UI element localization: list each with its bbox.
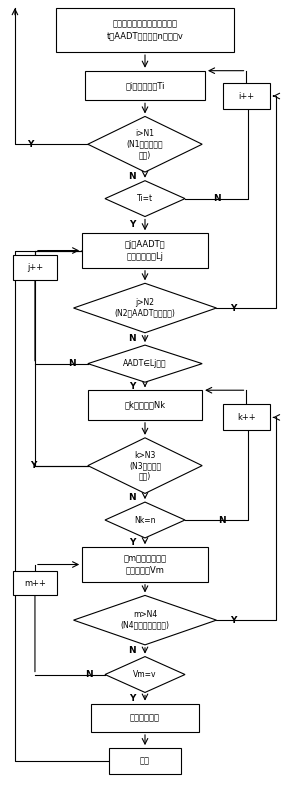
Text: Ti=t: Ti=t xyxy=(137,194,153,203)
Text: N: N xyxy=(213,194,220,203)
Text: Y: Y xyxy=(129,382,135,391)
Text: Y: Y xyxy=(231,303,237,313)
Bar xyxy=(223,405,270,431)
Bar xyxy=(82,547,208,582)
Text: m>N4
(N4为速度区间个数): m>N4 (N4为速度区间个数) xyxy=(121,611,169,630)
Text: j>N2
(N2为AADT区间个数): j>N2 (N2为AADT区间个数) xyxy=(115,299,175,318)
Text: 第m个速度区间，
取变量名为Vm: 第m个速度区间， 取变量名为Vm xyxy=(124,554,166,575)
Text: 结束: 结束 xyxy=(140,757,150,766)
Bar xyxy=(82,233,208,268)
Bar xyxy=(13,571,57,596)
Bar xyxy=(56,8,234,52)
Text: Y: Y xyxy=(129,693,135,703)
Text: AADT∈Lj区间: AADT∈Lj区间 xyxy=(123,359,167,368)
Text: j++: j++ xyxy=(27,263,43,272)
Text: Vm=v: Vm=v xyxy=(133,670,157,679)
Text: 输入路段信息，包括路段等级
t、AADT、车道数n、限速v: 输入路段信息，包括路段等级 t、AADT、车道数n、限速v xyxy=(106,20,184,40)
Text: i++: i++ xyxy=(238,91,255,101)
Text: k++: k++ xyxy=(237,413,256,422)
Text: N: N xyxy=(128,334,136,343)
Text: i>N1
(N1为路段等级
个数): i>N1 (N1为路段等级 个数) xyxy=(127,130,163,159)
Bar xyxy=(223,83,270,109)
Polygon shape xyxy=(74,596,216,645)
Text: 第j个AADT区
间，变量名取Lj: 第j个AADT区 间，变量名取Lj xyxy=(125,241,165,261)
Text: 第k个车道数Nk: 第k个车道数Nk xyxy=(124,401,166,410)
Text: Y: Y xyxy=(28,140,34,149)
Polygon shape xyxy=(88,116,202,172)
Text: N: N xyxy=(218,516,226,524)
Polygon shape xyxy=(74,283,216,332)
Polygon shape xyxy=(88,438,202,494)
Text: N: N xyxy=(68,359,76,368)
Text: N: N xyxy=(86,670,93,679)
Polygon shape xyxy=(105,181,185,217)
Text: Y: Y xyxy=(129,538,135,547)
Text: 输出路段类型: 输出路段类型 xyxy=(130,713,160,722)
Text: N: N xyxy=(128,172,136,181)
Text: Y: Y xyxy=(30,461,37,470)
Text: N: N xyxy=(128,494,136,502)
Text: Y: Y xyxy=(129,220,135,230)
Bar xyxy=(88,390,202,420)
Bar xyxy=(91,703,199,732)
Bar xyxy=(13,255,57,280)
Polygon shape xyxy=(105,656,185,692)
Text: m++: m++ xyxy=(24,578,46,588)
Bar xyxy=(85,71,205,101)
Text: 第i个路段等级Ti: 第i个路段等级Ti xyxy=(125,81,165,90)
Text: k>N3
(N3为车道数
种类): k>N3 (N3为车道数 种类) xyxy=(129,450,161,480)
Text: Nk=n: Nk=n xyxy=(134,516,156,524)
Polygon shape xyxy=(105,502,185,538)
Text: Y: Y xyxy=(231,615,237,625)
Text: N: N xyxy=(128,646,136,656)
Polygon shape xyxy=(88,345,202,382)
Bar xyxy=(109,748,181,774)
